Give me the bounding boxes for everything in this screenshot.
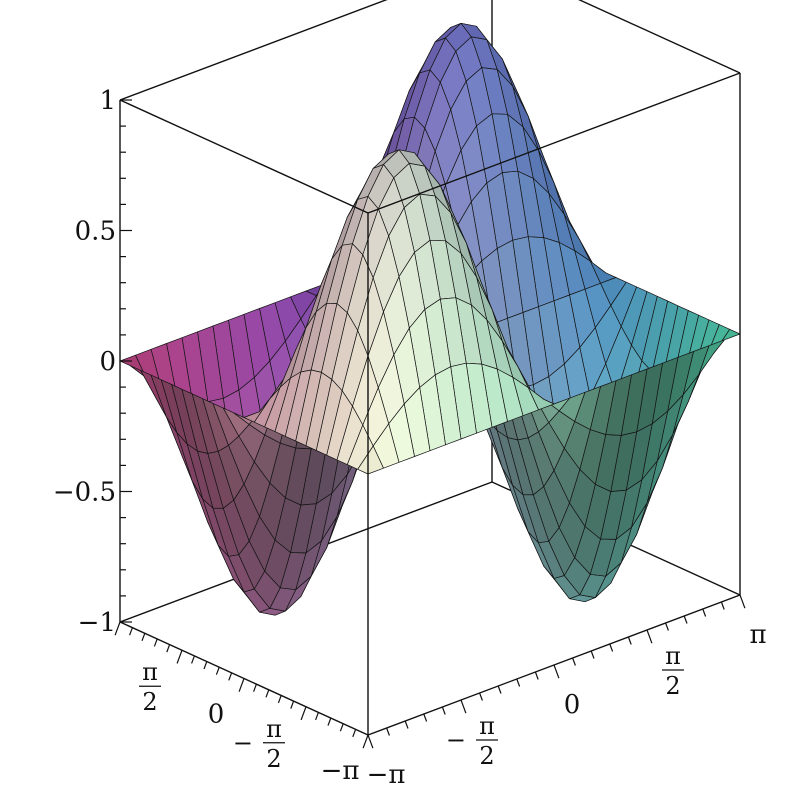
x-tick-label: π2: [662, 642, 685, 700]
tick-mark: [315, 712, 319, 721]
tick-mark: [627, 636, 632, 645]
tick-sign: −: [446, 726, 466, 754]
tick-numerator: π: [266, 715, 282, 743]
tick-mark: [683, 615, 688, 624]
tick-mark: [300, 706, 307, 721]
x-tick-label: 0: [564, 690, 581, 720]
tick-mark: [590, 650, 595, 659]
tick-mark: [290, 700, 295, 709]
surface-patch: [357, 445, 384, 475]
box-edge: [367, 72, 741, 214]
tick-denominator: 2: [142, 688, 157, 716]
tick-denominator: 2: [266, 745, 281, 773]
z-tick-label: −0.5: [53, 478, 116, 508]
x-tick-label: − π2: [446, 712, 498, 770]
box-edge: [119, 0, 388, 101]
tick-mark: [441, 706, 446, 715]
tick-mark: [352, 729, 357, 738]
tick-mark: [327, 717, 332, 726]
tick-denominator: 2: [479, 742, 494, 770]
tick-mark: [720, 601, 725, 610]
tick-mark: [166, 644, 171, 653]
z-tick-label: −1: [78, 608, 116, 638]
tick-mark: [141, 633, 146, 642]
y-tick-label: −π: [321, 756, 360, 786]
tick-mark: [362, 734, 369, 749]
tick-mark: [665, 622, 669, 631]
tick-mark: [191, 655, 195, 664]
tick-mark: [114, 621, 121, 636]
z-tick-label: 1: [99, 86, 116, 116]
x-tick-label: π: [749, 620, 766, 650]
tick-mark: [479, 692, 483, 701]
tick-mark: [339, 723, 344, 732]
tick-mark: [423, 713, 428, 722]
tick-mark: [215, 666, 220, 675]
tick-mark: [646, 629, 653, 644]
y-tick-label: 0: [208, 700, 225, 730]
tick-mark: [572, 657, 576, 666]
tick-mark: [228, 672, 233, 681]
tick-mark: [386, 727, 390, 736]
tick-numerator: π: [142, 658, 158, 686]
tick-mark: [176, 650, 183, 664]
tick-mark: [739, 594, 746, 609]
tick-mark: [553, 664, 560, 679]
box-edge: [578, 0, 741, 74]
tick-sign: −: [233, 729, 253, 757]
tick-mark: [702, 608, 707, 617]
tick-denominator: 2: [665, 672, 680, 700]
tick-mark: [153, 638, 158, 647]
tick-mark: [460, 699, 467, 714]
x-tick-label: −π: [367, 760, 406, 790]
tick-numerator: π: [479, 712, 495, 740]
tick-mark: [129, 627, 133, 636]
tick-mark: [277, 695, 282, 704]
surface-mesh: [119, 22, 741, 616]
y-tick-label: − π2: [233, 715, 286, 773]
bounding-box-front: [119, 0, 741, 735]
z-tick-label: 0.5: [75, 217, 116, 247]
z-tick-label: 0: [99, 347, 116, 377]
box-edge: [119, 99, 369, 214]
tick-mark: [238, 678, 245, 692]
tick-mark: [404, 720, 409, 729]
tick-mark: [203, 661, 208, 670]
tick-numerator: π: [665, 642, 681, 670]
tick-mark: [497, 685, 502, 694]
tick-mark: [516, 678, 521, 687]
tick-mark: [265, 689, 270, 698]
tick-mark: [367, 734, 374, 749]
tick-mark: [253, 683, 257, 692]
tick-mark: [534, 671, 539, 680]
tick-mark: [609, 643, 614, 652]
y-tick-label: π2: [138, 658, 161, 716]
